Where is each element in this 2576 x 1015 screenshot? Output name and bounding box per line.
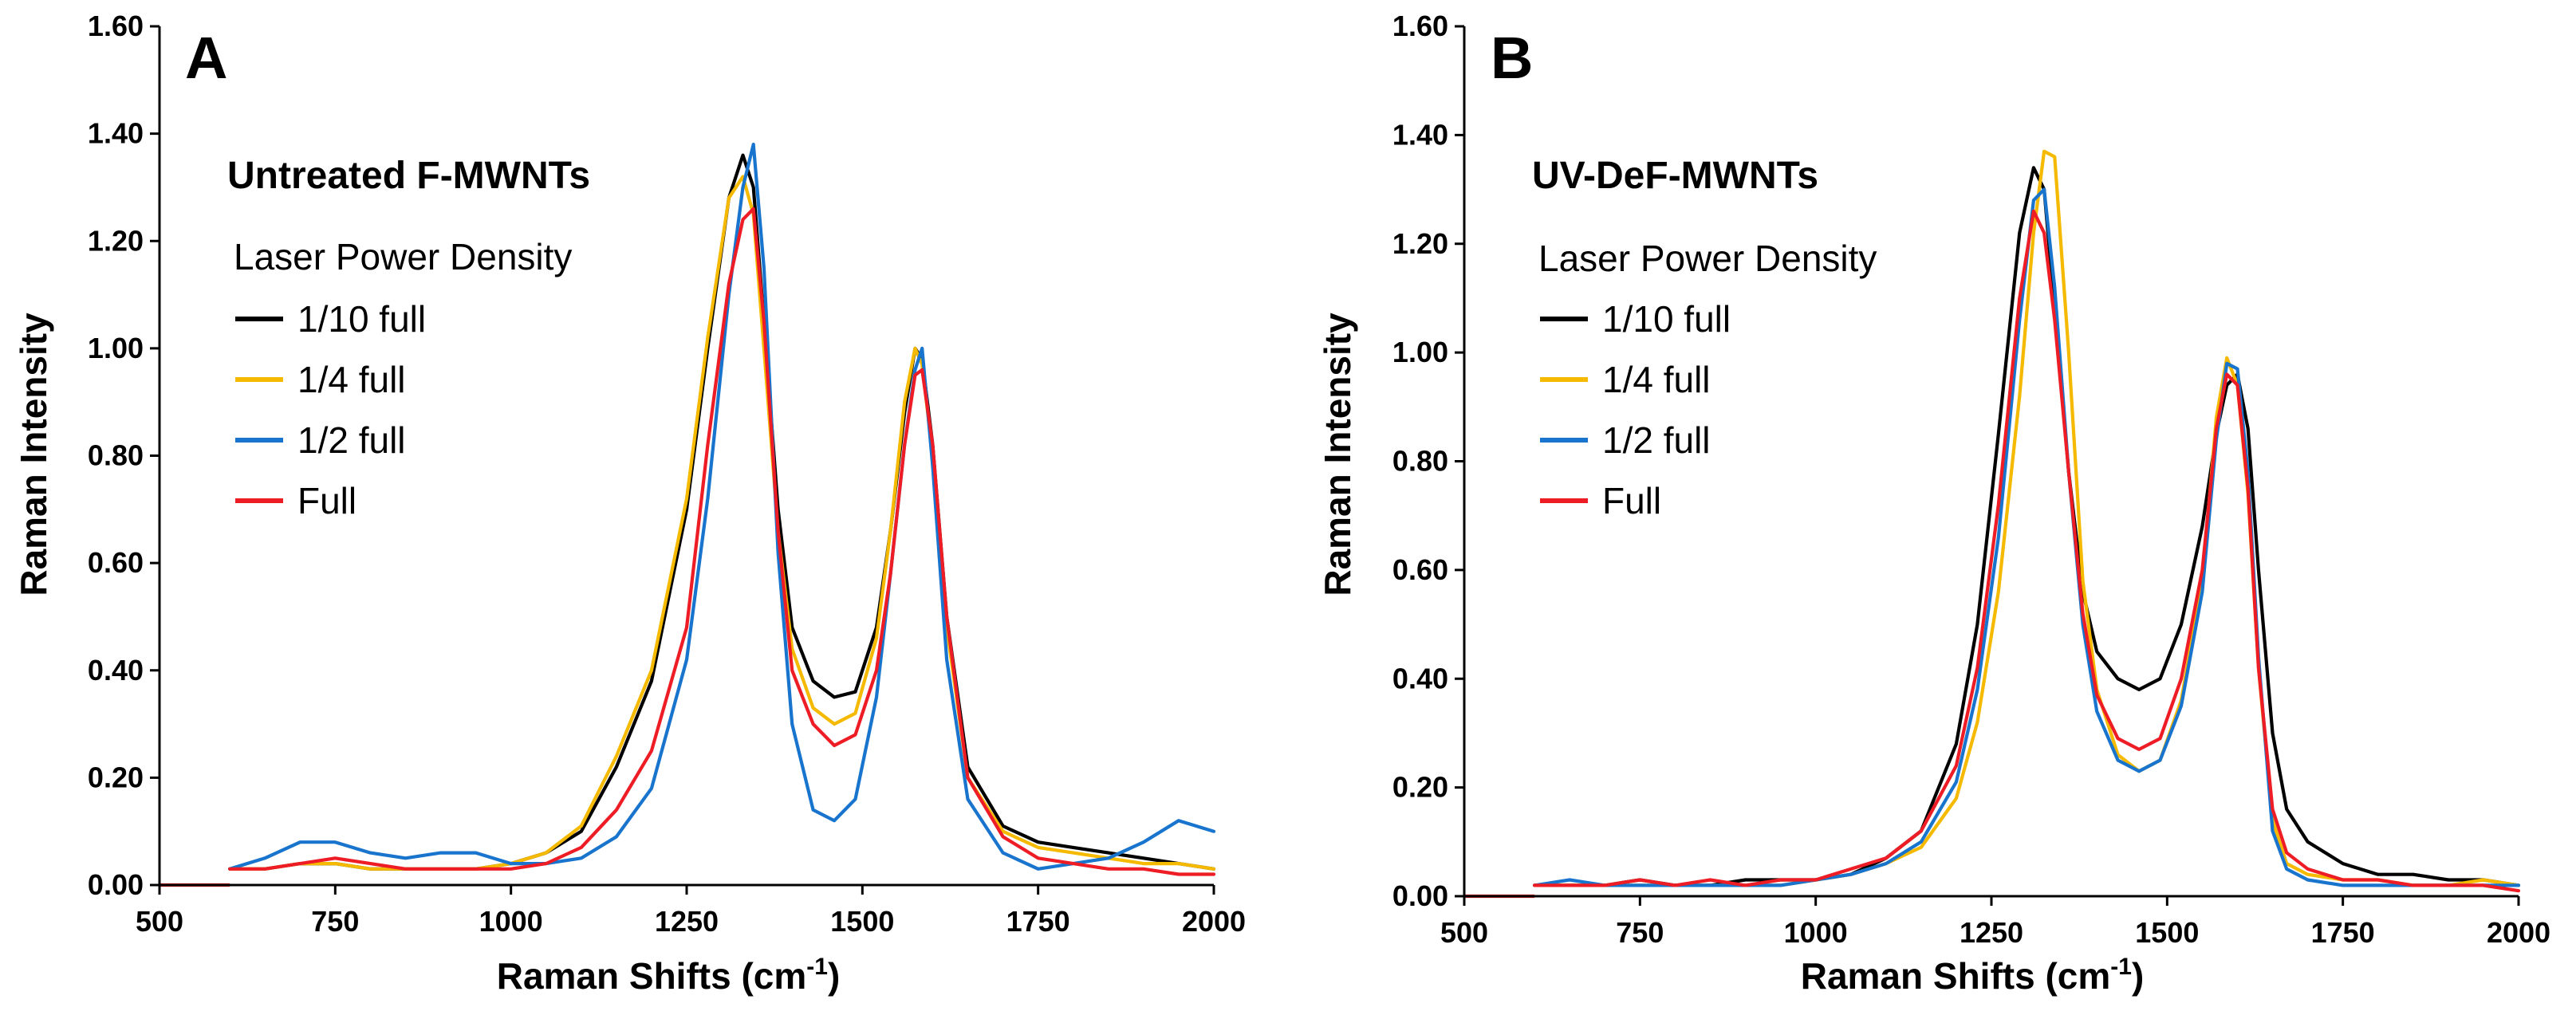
x-tick-label: 1750: [2311, 916, 2375, 949]
y-tick-label: 0.20: [88, 761, 144, 793]
y-tick-label: 1.20: [1392, 227, 1448, 260]
chart-b-svg: 0.00 0.20 0.40 0.60 0.80 1.00 1.20 1.40 1.60 500 7…: [1317, 10, 2550, 997]
chart-a-svg: 0.00 0.20 0.40 0.60 0.80 1.00 1.20 1.40 1.60 500 7…: [13, 10, 1246, 997]
legend-entry-1: 1/10 full: [1540, 298, 1731, 340]
panel-label: A: [185, 25, 227, 91]
legend-entry-3: 1/2 full: [1540, 419, 1711, 461]
y-tick-label: 0.60: [88, 546, 144, 579]
legend-label-1: 1/10 full: [1602, 298, 1731, 340]
x-axis-label-sup: -1: [2110, 954, 2132, 980]
x-tick-label: 1250: [655, 905, 719, 938]
legend-entry-3: 1/2 full: [235, 419, 406, 461]
legend-entry-4: Full: [235, 480, 356, 521]
y-tick-label: 0.00: [1392, 879, 1448, 912]
y-tick-label: 1.60: [88, 10, 144, 42]
x-tick-label: 1500: [2135, 916, 2199, 949]
legend-label-2: 1/4 full: [297, 359, 406, 400]
legend: 1/10 full 1/4 full 1/2 full Full: [1540, 298, 1731, 521]
x-tick-label: 500: [1440, 916, 1488, 949]
y-axis-label: Raman Intensity: [13, 313, 54, 596]
legend-label-3: 1/2 full: [297, 419, 406, 461]
legend-title: Laser Power Density: [1538, 238, 1877, 279]
x-tick-label: 1250: [1960, 916, 2023, 949]
legend-label-4: Full: [1602, 480, 1661, 521]
chart-panel-a: 0.00 0.20 0.40 0.60 0.80 1.00 1.20 1.40 1.60 500 7…: [13, 10, 1246, 997]
legend-label-3: 1/2 full: [1602, 419, 1711, 461]
axes: 0.00 0.20 0.40 0.60 0.80 1.00 1.20 1.40 1.60 500 7…: [1392, 10, 2550, 949]
legend: 1/10 full 1/4 full 1/2 full Full: [235, 298, 426, 521]
y-tick-label: 0.60: [1392, 553, 1448, 586]
y-tick-label: 0.80: [1392, 445, 1448, 478]
series-line-4: [1533, 209, 2521, 893]
x-tick-label: 1000: [1784, 916, 1848, 949]
legend-label-4: Full: [297, 480, 356, 521]
y-tick-label: 1.00: [1392, 336, 1448, 368]
x-axis-label: Raman Shifts (cm-1): [1801, 954, 2145, 997]
y-tick-label: 0.00: [88, 868, 144, 901]
x-tick-label: 500: [136, 905, 183, 938]
x-axis-label-end: ): [2132, 955, 2144, 997]
y-axis-label: Raman Intensity: [1317, 313, 1358, 596]
x-tick-label: 2000: [2487, 916, 2550, 949]
y-tick-label: 1.60: [1392, 10, 1448, 42]
y-tick-label: 1.20: [88, 224, 144, 257]
x-axis-label-end: ): [828, 955, 840, 997]
x-tick-label: 1500: [830, 905, 894, 938]
series-group: [160, 143, 1216, 887]
x-tick-label: 2000: [1182, 905, 1246, 938]
series-line-3: [228, 143, 1216, 871]
chart-panel-b: 0.00 0.20 0.40 0.60 0.80 1.00 1.20 1.40 1.60 500 7…: [1288, 0, 2576, 1015]
panel-label: B: [1491, 25, 1533, 91]
y-tick-label: 1.00: [88, 332, 144, 364]
legend-entry-4: Full: [1540, 480, 1661, 521]
x-axis-label: Raman Shifts (cm-1): [497, 954, 841, 997]
x-tick-label: 1750: [1006, 905, 1070, 938]
legend-entry-2: 1/4 full: [1540, 359, 1711, 400]
y-tick-label: 1.40: [1392, 118, 1448, 151]
chart-title: UV-DeF-MWNTs: [1532, 155, 1818, 197]
x-axis-label-main: Raman Shifts (cm: [497, 955, 807, 997]
y-tick-label: 0.20: [1392, 771, 1448, 804]
x-tick-label: 750: [1616, 916, 1664, 949]
y-tick-label: 1.40: [88, 117, 144, 150]
x-axis-label-main: Raman Shifts (cm: [1801, 955, 2111, 997]
legend-entry-2: 1/4 full: [235, 359, 406, 400]
legend-title: Laser Power Density: [234, 236, 572, 277]
y-tick-label: 0.80: [88, 439, 144, 472]
series-line-2: [228, 175, 1216, 871]
legend-label-1: 1/10 full: [297, 298, 426, 340]
axes: 0.00 0.20 0.40 0.60 0.80 1.00 1.20 1.40 1.60 500 7…: [88, 10, 1246, 938]
legend-entry-1: 1/10 full: [235, 298, 426, 340]
y-tick-label: 0.40: [88, 654, 144, 687]
x-tick-label: 1000: [479, 905, 543, 938]
x-tick-label: 750: [311, 905, 359, 938]
series-line-3: [1533, 187, 2521, 887]
series-group: [1464, 149, 2521, 899]
series-line-4: [228, 207, 1216, 876]
legend-label-2: 1/4 full: [1602, 359, 1711, 400]
y-tick-label: 0.40: [1392, 662, 1448, 694]
chart-title: Untreated F-MWNTs: [227, 155, 590, 197]
x-axis-label-sup: -1: [806, 954, 828, 980]
